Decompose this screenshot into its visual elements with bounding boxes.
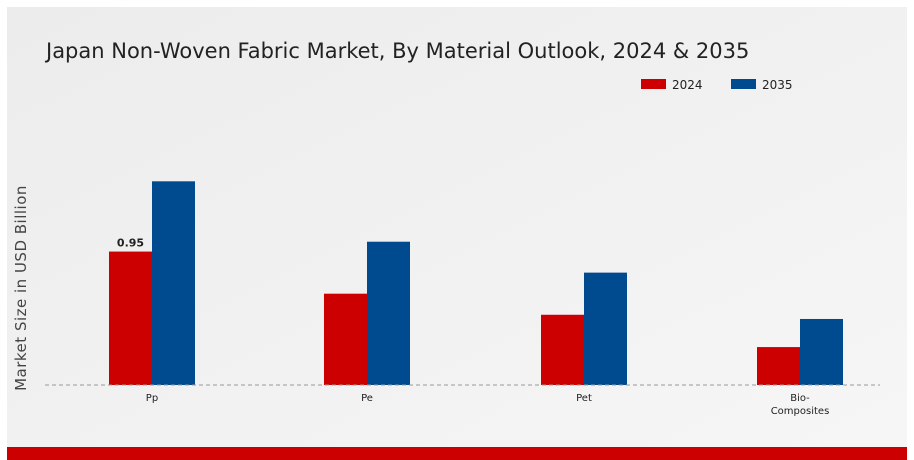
legend-swatch-2024	[641, 79, 666, 89]
legend: 2024 2035	[641, 78, 793, 92]
bar-2024-pet	[541, 314, 584, 385]
bottom-accent-bar	[7, 447, 907, 460]
x-tick-label-pet: Pet	[576, 393, 592, 404]
legend-label-2024: 2024	[672, 78, 703, 92]
data-labels-group: 0.95	[117, 237, 144, 250]
x-tick-label-bio-composites: Bio-Composites	[771, 393, 830, 417]
chart-title: Japan Non-Woven Fabric Market, By Materi…	[44, 39, 749, 63]
legend-label-2035: 2035	[762, 78, 793, 92]
bar-2035-pe	[367, 241, 410, 385]
bars-group	[109, 181, 843, 385]
data-label-0: 0.95	[117, 237, 144, 250]
legend-swatch-2035	[731, 79, 756, 89]
bar-2024-bio-composites	[757, 347, 800, 385]
x-tick-label-pe: Pe	[361, 393, 373, 404]
bar-2035-pp	[152, 181, 195, 385]
bar-2024-pp	[109, 251, 152, 385]
y-axis-label: Market Size in USD Billion	[12, 185, 30, 391]
bar-2024-pe	[324, 293, 367, 385]
x-tick-label-pp: Pp	[146, 393, 158, 404]
x-tick-labels: Pp Pe Pet Bio-Composites	[146, 393, 829, 417]
bar-2035-bio-composites	[800, 318, 843, 385]
bar-2035-pet	[584, 272, 627, 385]
